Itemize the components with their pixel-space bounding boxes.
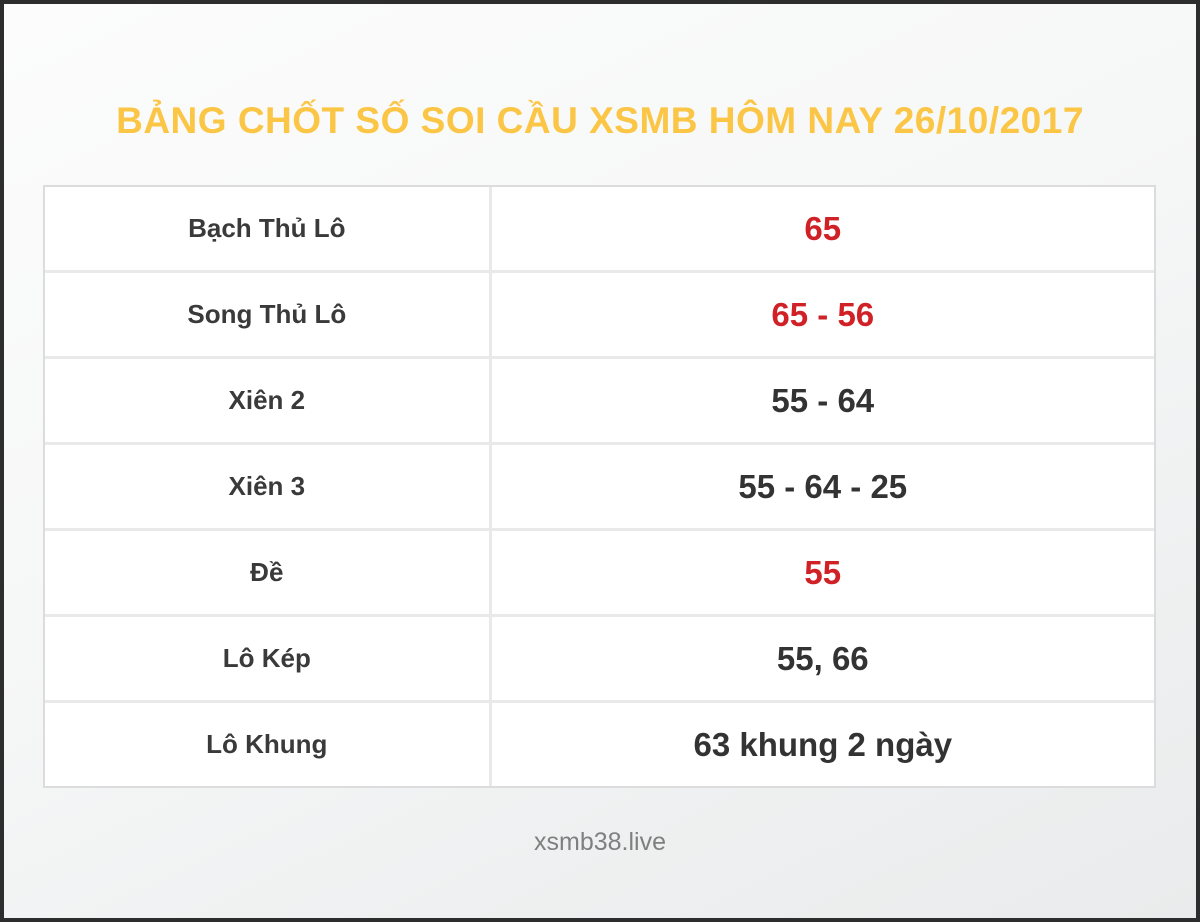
row-value: 63 khung 2 ngày <box>488 703 1154 786</box>
row-value: 65 - 56 <box>488 273 1154 356</box>
row-label: Lô Khung <box>206 729 328 759</box>
row-value: 55 - 64 <box>488 359 1154 442</box>
row-label: Đề <box>250 557 284 587</box>
row-value: 55 - 64 - 25 <box>488 445 1154 528</box>
table-row: Bạch Thủ Lô 65 <box>45 187 1154 273</box>
page-title: BẢNG CHỐT SỐ SOI CẦU XSMB HÔM NAY 26/10/… <box>116 100 1084 141</box>
row-label: Xiên 3 <box>228 471 306 501</box>
table-row: Lô Khung 63 khung 2 ngày <box>45 703 1154 786</box>
table-row: Xiên 2 55 - 64 <box>45 359 1154 445</box>
table-row: Đề 55 <box>45 531 1154 617</box>
prediction-table: Bạch Thủ Lô 65 Song Thủ Lô 65 - 56 Xiên … <box>43 185 1156 788</box>
row-value: 55 <box>488 531 1154 614</box>
row-value: 65 <box>488 187 1154 270</box>
site-watermark: xsmb38.live <box>534 828 666 856</box>
table-row: Xiên 3 55 - 64 - 25 <box>45 445 1154 531</box>
row-value: 55, 66 <box>488 617 1154 700</box>
row-label: Song Thủ Lô <box>187 299 347 329</box>
table-row: Lô Kép 55, 66 <box>45 617 1154 703</box>
row-label: Bạch Thủ Lô <box>188 213 346 243</box>
row-label: Lô Kép <box>222 643 311 673</box>
row-label: Xiên 2 <box>228 385 306 415</box>
table-row: Song Thủ Lô 65 - 56 <box>45 273 1154 359</box>
